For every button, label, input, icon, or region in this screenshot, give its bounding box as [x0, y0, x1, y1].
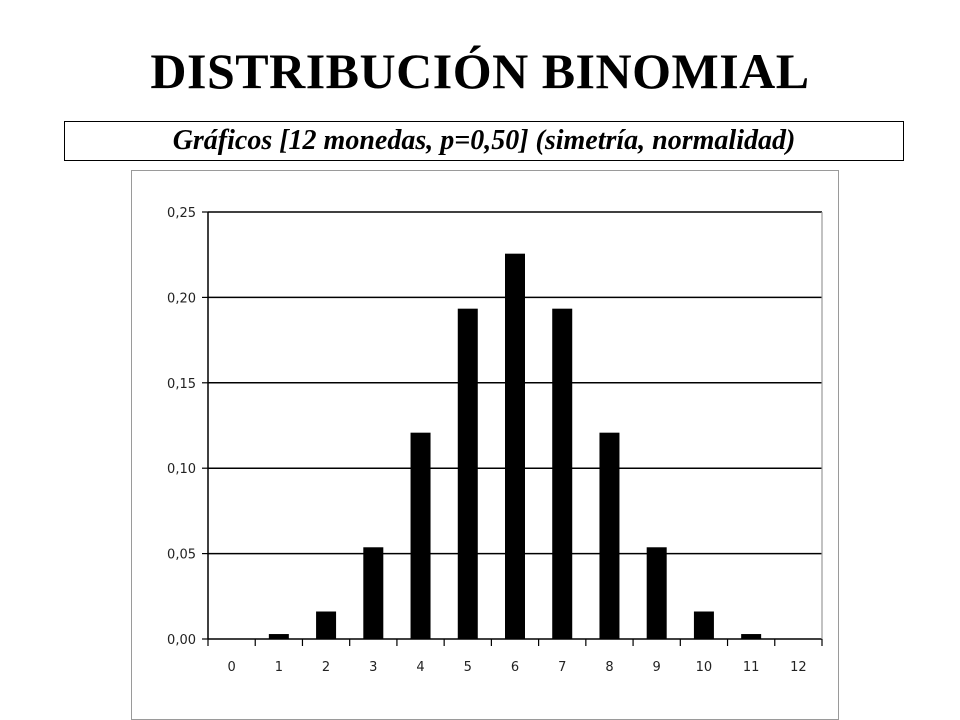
y-tick-label: 0,20	[167, 291, 196, 306]
bar	[552, 308, 573, 639]
y-tick-label: 0,25	[167, 206, 196, 221]
bar	[505, 253, 525, 639]
bar	[741, 634, 762, 639]
page-title: DISTRIBUCIÓN BINOMIAL	[150, 43, 810, 99]
tick-labels: 0,000,050,100,150,200,250 1 2 3 4 5 6 7 8 9 10 11 12	[167, 206, 807, 675]
bar	[693, 611, 714, 639]
x-tick-label: 6	[511, 660, 519, 675]
x-tick-label: 4	[416, 660, 424, 675]
x-tick-label: 3	[369, 660, 377, 675]
bar	[410, 432, 431, 639]
x-tick-label: 10	[696, 660, 713, 675]
x-tick-label: 1	[275, 660, 283, 675]
x-tick-label: 5	[464, 660, 472, 675]
x-tick-label: 12	[790, 660, 807, 675]
bars	[221, 253, 809, 639]
bar	[316, 611, 337, 639]
x-tick-label: 0	[227, 660, 235, 675]
x-tick-label: 9	[653, 660, 661, 675]
y-tick-label: 0,05	[167, 548, 196, 563]
axes	[202, 211, 823, 646]
x-tick-label: 7	[558, 660, 566, 675]
x-tick-label: 11	[743, 660, 760, 675]
bar	[363, 547, 384, 639]
bar	[457, 308, 478, 639]
x-tick-label: 2	[322, 660, 330, 675]
bar	[646, 547, 667, 639]
x-tick-label: 8	[605, 660, 613, 675]
y-tick-label: 0,10	[167, 462, 196, 477]
bar	[599, 432, 620, 639]
y-tick-label: 0,15	[167, 377, 196, 392]
chart-subtitle: Gráficos [12 monedas, p=0,50] (simetría,…	[64, 121, 904, 161]
bar	[268, 634, 289, 639]
y-tick-label: 0,00	[167, 633, 196, 648]
